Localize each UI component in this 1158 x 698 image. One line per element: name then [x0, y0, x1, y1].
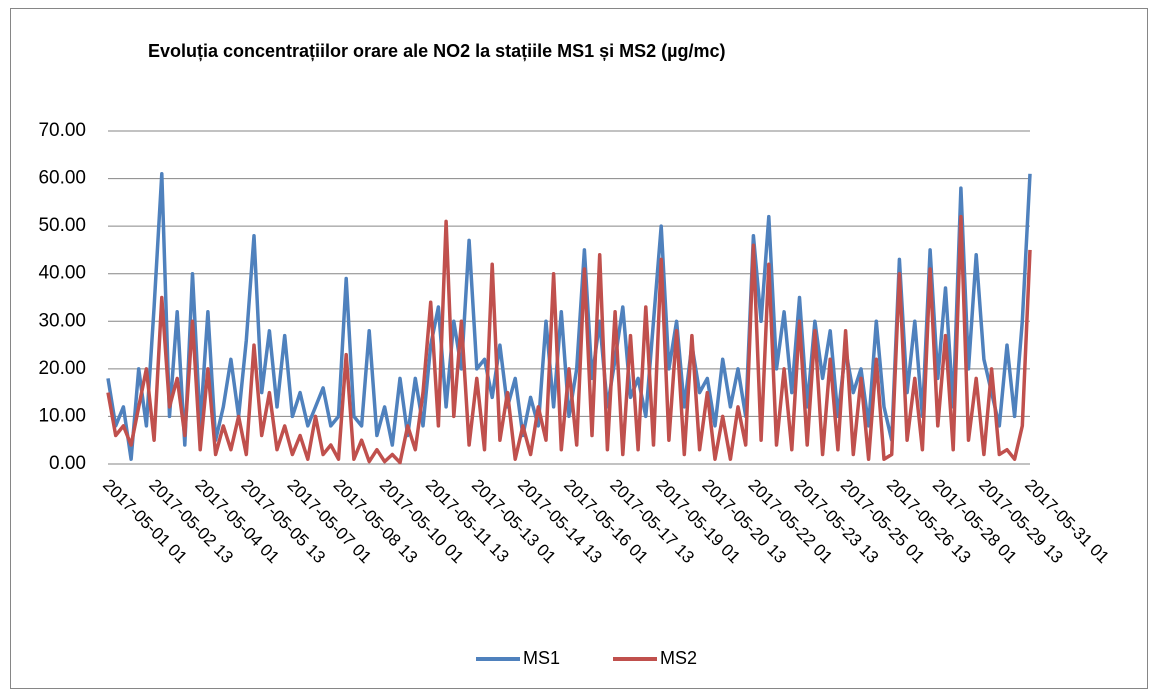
chart-title: Evoluția concentrațiilor orare ale NO2 l… [148, 41, 726, 61]
series-line [106, 214, 1032, 465]
y-tick-label: 60.00 [38, 168, 86, 189]
y-tick-label: 20.00 [38, 358, 86, 379]
y-tick-label: 70.00 [38, 120, 86, 141]
y-tick-label: 10.00 [38, 405, 86, 426]
y-tick-label: 40.00 [38, 263, 86, 284]
y-tick-label: 0.00 [49, 453, 86, 474]
legend-label: MS1 [523, 648, 560, 668]
y-tick-label: 50.00 [38, 215, 86, 236]
y-tick-label: 30.00 [38, 310, 86, 331]
legend-label: MS2 [660, 648, 697, 668]
series-line [106, 172, 1032, 461]
